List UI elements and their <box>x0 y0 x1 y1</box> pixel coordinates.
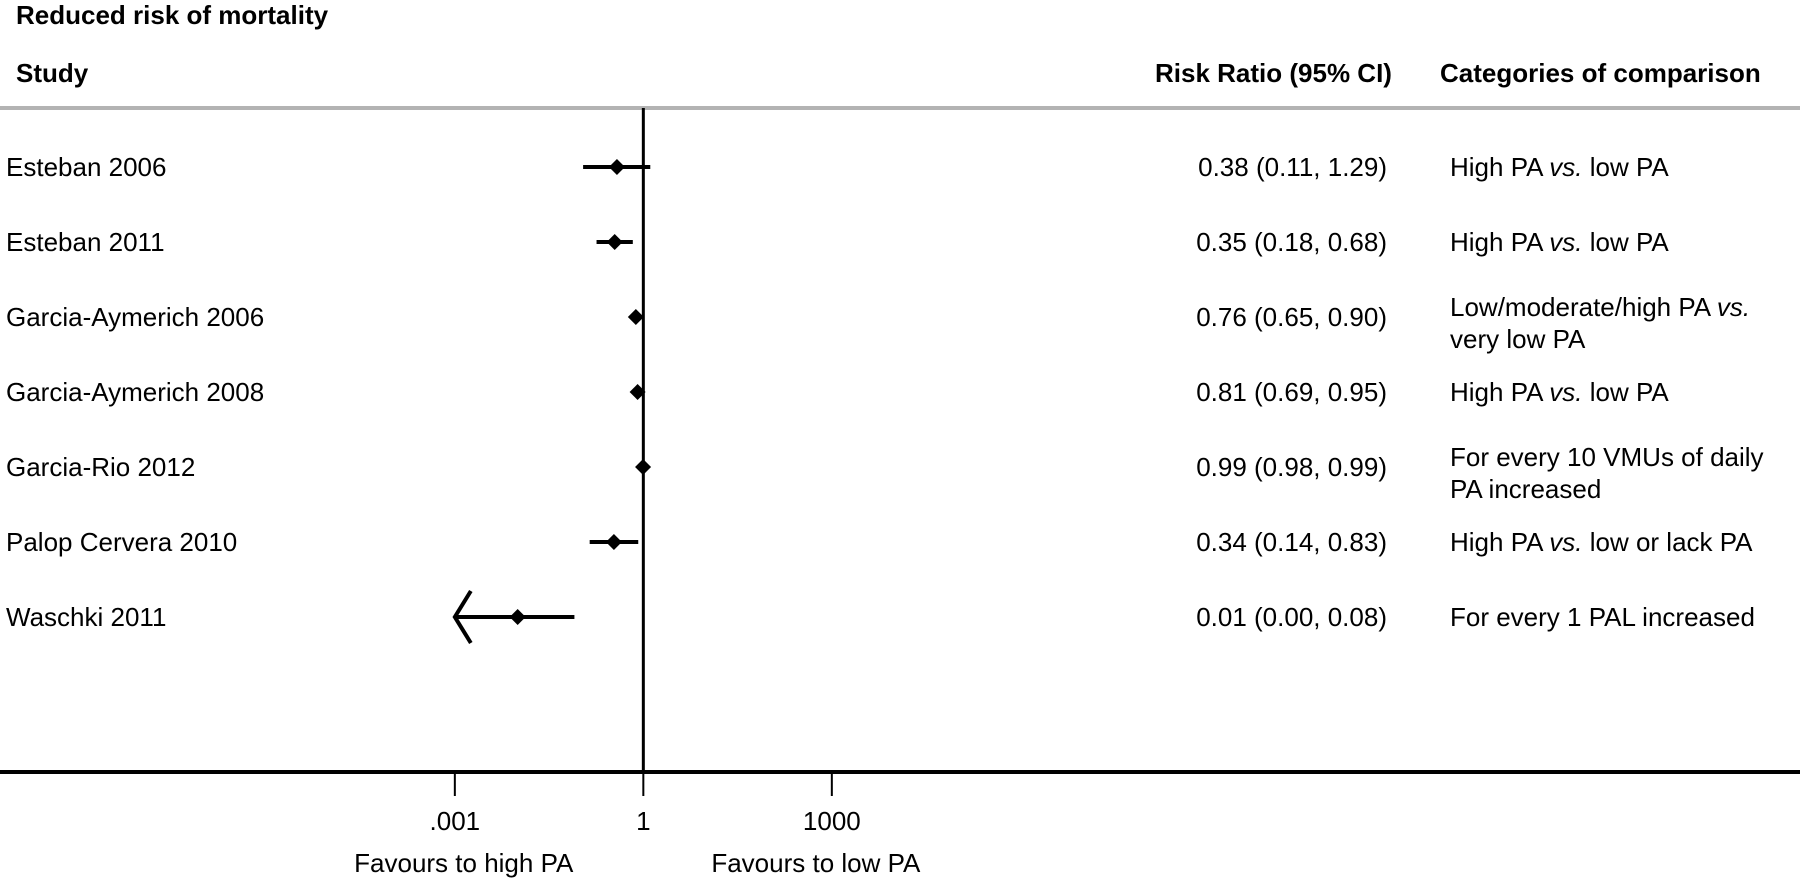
study-label: Garcia-Aymerich 2006 <box>6 302 264 332</box>
favours-right-label: Favours to low PA <box>711 848 921 878</box>
point-estimate <box>627 309 644 325</box>
risk-ratio-value: 0.76 (0.65, 0.90) <box>1196 302 1387 332</box>
point-estimate <box>635 459 652 475</box>
column-header-risk-ratio: Risk Ratio (95% CI) <box>1155 58 1392 88</box>
study-label: Garcia-Rio 2012 <box>6 452 195 482</box>
study-label: Palop Cervera 2010 <box>6 527 237 557</box>
point-estimate <box>605 534 622 550</box>
study-label: Esteban 2011 <box>6 227 165 257</box>
category-label: For every 1 PAL increased <box>1450 602 1755 632</box>
risk-ratio-value: 0.81 (0.69, 0.95) <box>1196 377 1387 407</box>
study-label: Esteban 2006 <box>6 152 166 182</box>
category-label-line2: PA increased <box>1450 474 1601 504</box>
ci-arrow <box>452 589 473 645</box>
chart-title: Reduced risk of mortality <box>16 0 329 30</box>
risk-ratio-value: 0.35 (0.18, 0.68) <box>1196 227 1387 257</box>
category-label: For every 10 VMUs of daily <box>1450 442 1764 472</box>
column-header-study: Study <box>16 58 89 88</box>
favours-left-label: Favours to high PA <box>354 848 574 878</box>
category-label-line2: very low PA <box>1450 324 1586 354</box>
point-estimate <box>629 384 646 400</box>
risk-ratio-value: 0.38 (0.11, 1.29) <box>1198 152 1387 182</box>
category-label: High PA vs. low PA <box>1450 152 1669 182</box>
category-label: High PA vs. low PA <box>1450 377 1669 407</box>
point-estimate <box>509 609 526 625</box>
risk-ratio-value: 0.34 (0.14, 0.83) <box>1196 527 1387 557</box>
x-tick-label: .001 <box>430 806 481 836</box>
x-tick-label: 1 <box>636 806 650 836</box>
point-estimate <box>608 159 625 175</box>
risk-ratio-value: 0.99 (0.98, 0.99) <box>1196 452 1387 482</box>
x-tick-label: 1000 <box>803 806 861 836</box>
study-label: Garcia-Aymerich 2008 <box>6 377 264 407</box>
point-estimate <box>606 234 623 250</box>
column-header-categories: Categories of comparison <box>1440 58 1761 88</box>
category-label: High PA vs. low or lack PA <box>1450 527 1753 557</box>
category-label: Low/moderate/high PA vs. <box>1450 292 1750 322</box>
study-label: Waschki 2011 <box>6 602 166 632</box>
category-label: High PA vs. low PA <box>1450 227 1669 257</box>
risk-ratio-value: 0.01 (0.00, 0.08) <box>1196 602 1387 632</box>
